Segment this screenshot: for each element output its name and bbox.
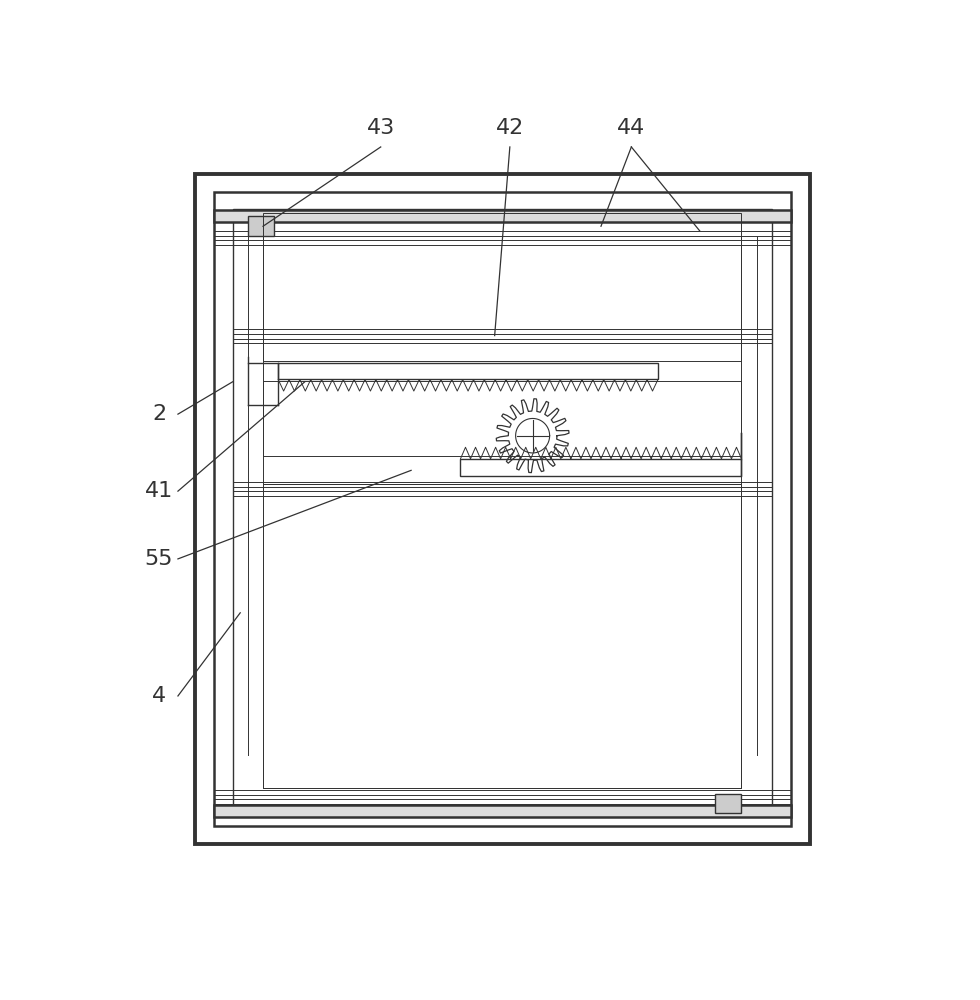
Bar — [263, 213, 742, 361]
Bar — [715, 794, 742, 813]
Bar — [278, 363, 658, 379]
Bar — [263, 484, 742, 788]
Bar — [248, 216, 274, 235]
Text: 55: 55 — [145, 549, 173, 569]
Text: 2: 2 — [152, 404, 166, 424]
Text: 43: 43 — [367, 118, 395, 138]
Text: 4: 4 — [152, 686, 166, 706]
Bar — [195, 174, 809, 844]
Bar — [214, 210, 791, 222]
Bar — [214, 192, 791, 826]
Bar — [263, 381, 742, 456]
Bar — [214, 805, 791, 817]
Text: 42: 42 — [496, 118, 524, 138]
Bar — [232, 209, 772, 808]
Bar — [263, 213, 742, 361]
Bar — [461, 459, 742, 476]
Bar — [263, 484, 742, 788]
Text: 41: 41 — [145, 481, 173, 501]
Text: 44: 44 — [617, 118, 646, 138]
